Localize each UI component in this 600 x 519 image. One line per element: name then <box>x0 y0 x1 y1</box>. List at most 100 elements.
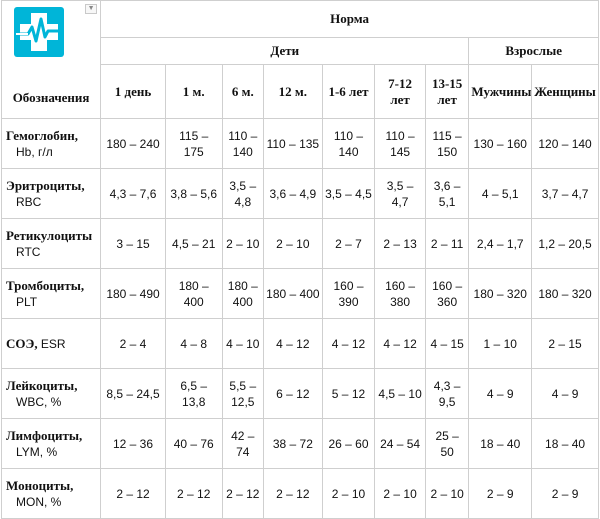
table-cell: 5 – 12 <box>321 368 376 419</box>
table-cell: 8,5 – 24,5 <box>100 368 166 419</box>
indicator-abbr: ESR <box>40 336 66 351</box>
table-cell: 4 – 9 <box>468 368 533 419</box>
indicator-abbr: RTC <box>16 244 41 259</box>
table-cell: 12 – 36 <box>100 418 166 469</box>
table-cell: 4,5 – 10 <box>374 368 426 419</box>
table-cell: 110 – 140 <box>221 118 265 169</box>
header-row-norm: ▼ Обозначения Норма <box>0 0 599 119</box>
row-header: Тромбоциты, PLT <box>0 268 102 319</box>
corner-label: Обозначения <box>12 90 90 105</box>
column-header: 12 м. <box>263 64 323 119</box>
table-cell: 180 – 240 <box>100 118 166 169</box>
table-cell: 1 – 10 <box>468 318 533 369</box>
table-cell: 110 – 135 <box>263 118 323 169</box>
table-cell: 180 – 400 <box>164 268 223 319</box>
table-cell: 2 – 7 <box>321 218 376 269</box>
table-cell: 3,6 – 4,9 <box>263 168 323 219</box>
table-cell: 110 – 145 <box>374 118 426 169</box>
indicator-name: Лимфоциты, <box>6 427 83 443</box>
table-cell: 2 – 15 <box>531 318 599 369</box>
table-row: Гемоглобин, Hb, г/л 180 – 240 115 – 175 1… <box>0 118 599 169</box>
table-cell: 24 – 54 <box>374 418 426 469</box>
table-cell: 2 – 11 <box>424 218 470 269</box>
table-cell: 40 – 76 <box>164 418 223 469</box>
column-header: 1 м. <box>164 64 223 119</box>
table-cell: 3,8 – 5,6 <box>164 168 223 219</box>
row-header: Лимфоциты, LYM, % <box>0 418 102 469</box>
table-cell: 160 – 380 <box>374 268 426 319</box>
table-cell: 2 – 9 <box>531 468 599 519</box>
table-cell: 4 – 9 <box>531 368 599 419</box>
table-cell: 3,7 – 4,7 <box>531 168 599 219</box>
table-cell: 180 – 490 <box>100 268 166 319</box>
column-header: 1-6 лет <box>321 64 376 119</box>
indicator-abbr: PLT <box>16 294 38 309</box>
table-cell: 4,3 – 7,6 <box>100 168 166 219</box>
corner-cell: ▼ Обозначения <box>0 0 102 119</box>
table-row: Моноциты, MON, % 2 – 12 2 – 12 2 – 12 2 –… <box>0 468 599 519</box>
table-cell: 3,5 – 4,8 <box>221 168 265 219</box>
column-header: 13-15 лет <box>424 64 470 119</box>
table-cell: 2 – 10 <box>424 468 470 519</box>
table-row: Эритроциты, RBC 4,3 – 7,6 3,8 – 5,6 3,5 –… <box>0 168 599 219</box>
indicator-abbr: RBC <box>16 194 42 209</box>
table-cell: 4 – 12 <box>321 318 376 369</box>
table-cell: 2 – 10 <box>321 468 376 519</box>
table-cell: 18 – 40 <box>531 418 599 469</box>
table-cell: 1,2 – 20,5 <box>531 218 599 269</box>
children-header: Дети <box>100 37 470 65</box>
header-row-groups: Дети Взрослые <box>2 37 599 65</box>
indicator-abbr: WBC, % <box>16 394 62 409</box>
table-cell: 3,5 – 4,5 <box>321 168 376 219</box>
column-header: 6 м. <box>221 64 265 119</box>
row-header: Моноциты, MON, % <box>0 468 102 519</box>
table-cell: 4 – 5,1 <box>468 168 533 219</box>
column-header: Женщины <box>531 64 599 119</box>
indicator-abbr: Hb, г/л <box>16 144 53 159</box>
table-cell: 25 – 50 <box>424 418 470 469</box>
table-cell: 2 – 10 <box>263 218 323 269</box>
table-cell: 120 – 140 <box>531 118 599 169</box>
table-cell: 2 – 12 <box>100 468 166 519</box>
norm-header: Норма <box>100 0 599 38</box>
table-row: Лейкоциты, WBC, % 8,5 – 24,5 6,5 – 13,8 5… <box>0 368 599 419</box>
table-cell: 4,5 – 21 <box>164 218 223 269</box>
table-cell: 110 – 140 <box>321 118 376 169</box>
table-cell: 2 – 13 <box>374 218 426 269</box>
indicator-name: Гемоглобин, <box>6 127 79 143</box>
table-cell: 2 – 12 <box>164 468 223 519</box>
table-cell: 3 – 15 <box>100 218 166 269</box>
table-cell: 5,5 – 12,5 <box>221 368 265 419</box>
table-cell: 4,3 – 9,5 <box>424 368 470 419</box>
header-row-columns: 1 день 1 м. 6 м. 12 м. 1-6 лет 7-12 лет … <box>2 64 599 119</box>
table-cell: 160 – 360 <box>424 268 470 319</box>
table-cell: 6 – 12 <box>263 368 323 419</box>
table-row: Лимфоциты, LYM, % 12 – 36 40 – 76 42 – 74… <box>0 418 599 469</box>
indicator-name: Лейкоциты, <box>6 377 78 393</box>
table-cell: 2 – 10 <box>374 468 426 519</box>
row-header: Эритроциты, RBC <box>0 168 102 219</box>
adults-header: Взрослые <box>468 37 599 65</box>
table-cell: 180 – 400 <box>263 268 323 319</box>
table-cell: 115 – 150 <box>424 118 470 169</box>
table-row: Ретикулоциты RTC 3 – 15 4,5 – 21 2 – 10 2… <box>0 218 599 269</box>
column-header: Мужчины <box>468 64 533 119</box>
table-cell: 130 – 160 <box>468 118 533 169</box>
indicator-abbr: MON, % <box>16 494 62 509</box>
table-cell: 2 – 4 <box>100 318 166 369</box>
column-header: 1 день <box>100 64 166 119</box>
row-header: Лейкоциты, WBC, % <box>0 368 102 419</box>
table-cell: 18 – 40 <box>468 418 533 469</box>
column-header: 7-12 лет <box>374 64 426 119</box>
indicator-name: СОЭ, <box>6 335 38 351</box>
table-cell: 180 – 400 <box>221 268 265 319</box>
expand-toggle-icon[interactable]: ▼ <box>85 4 98 14</box>
table-cell: 42 – 74 <box>221 418 265 469</box>
table-cell: 3,6 – 5,1 <box>424 168 470 219</box>
medical-cross-heartbeat-icon <box>14 7 64 57</box>
table-cell: 115 – 175 <box>164 118 223 169</box>
row-header: СОЭ, ESR <box>0 318 102 369</box>
table-cell: 180 – 320 <box>468 268 533 319</box>
table-cell: 2,4 – 1,7 <box>468 218 533 269</box>
